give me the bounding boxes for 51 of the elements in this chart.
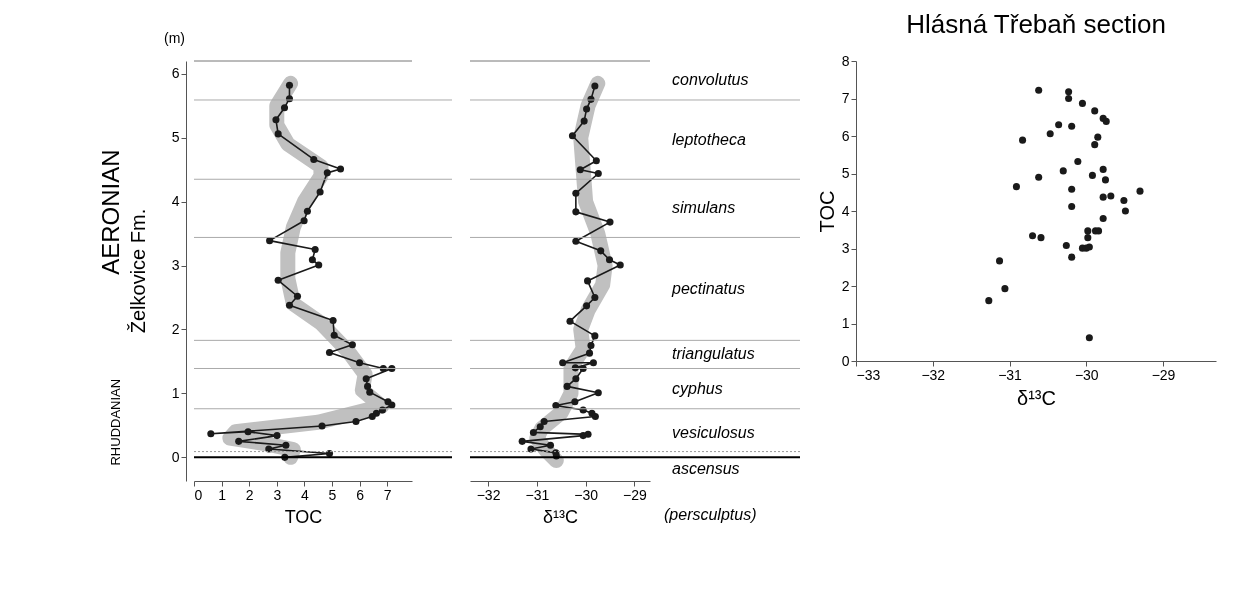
x-tick-label: −31 xyxy=(998,366,1023,383)
text: vesiculosus xyxy=(672,424,755,442)
text: (persculptus) xyxy=(664,506,757,523)
text: RHUDDANIAN xyxy=(108,378,123,466)
text: Želkovice Fm. xyxy=(127,208,149,334)
x-tick-label: 4 xyxy=(300,486,309,503)
x-tick-label: −32 xyxy=(476,486,501,503)
x-axis-title: δ¹³C xyxy=(1017,386,1056,409)
y-axis-title: (m) xyxy=(164,29,185,46)
y-tick-label: 3 xyxy=(841,240,850,256)
text: AERONIAN xyxy=(97,149,124,275)
text: pectinatus xyxy=(671,279,745,297)
y-tick-label: 2 xyxy=(841,277,850,294)
chart-title: Hlásná Třebaň section xyxy=(906,9,1166,39)
y-tick-label: 0 xyxy=(171,448,180,465)
y-tick-label: 0 xyxy=(841,352,850,369)
y-tick-label: 8 xyxy=(841,52,850,69)
y-tick-label: 1 xyxy=(171,384,180,401)
x-tick-label: −29 xyxy=(1151,366,1176,383)
x-tick-label: 7 xyxy=(383,486,392,503)
x-tick-label: −30 xyxy=(1074,366,1099,383)
x-tick-label: −31 xyxy=(525,486,550,503)
x-tick-label: −33 xyxy=(856,366,881,383)
x-tick-label: 0 xyxy=(194,486,203,503)
y-tick-label: 3 xyxy=(171,257,180,274)
text: triangulatus xyxy=(672,345,755,363)
x-tick-label: 5 xyxy=(328,486,337,503)
text: simulans xyxy=(672,199,736,217)
x-tick-label: −30 xyxy=(574,486,599,503)
text: convolutus xyxy=(672,71,749,89)
x-tick-label: 3 xyxy=(273,486,282,503)
y-tick-label: 4 xyxy=(841,202,850,219)
text: ascensus xyxy=(672,460,740,478)
x-tick-label: −29 xyxy=(623,486,647,503)
y-tick-label: 5 xyxy=(171,129,180,146)
x-tick-label: 2 xyxy=(245,486,254,503)
x-axis-title: δ¹³C xyxy=(542,506,579,527)
y-tick-label: 6 xyxy=(171,65,180,82)
x-axis-title: TOC xyxy=(284,506,323,527)
y-axis-title: TOC xyxy=(815,190,838,233)
text: cyphus xyxy=(672,379,723,397)
y-tick-label: 7 xyxy=(841,90,850,106)
text: leptotheca xyxy=(672,130,746,148)
y-tick-label: 2 xyxy=(171,320,180,337)
x-tick-label: 6 xyxy=(356,486,365,503)
y-tick-label: 4 xyxy=(171,193,180,210)
x-tick-label: 1 xyxy=(218,486,227,503)
x-tick-label: −32 xyxy=(921,366,946,383)
y-tick-label: 1 xyxy=(841,315,850,331)
y-tick-label: 5 xyxy=(841,165,850,181)
y-tick-label: 6 xyxy=(841,127,850,144)
